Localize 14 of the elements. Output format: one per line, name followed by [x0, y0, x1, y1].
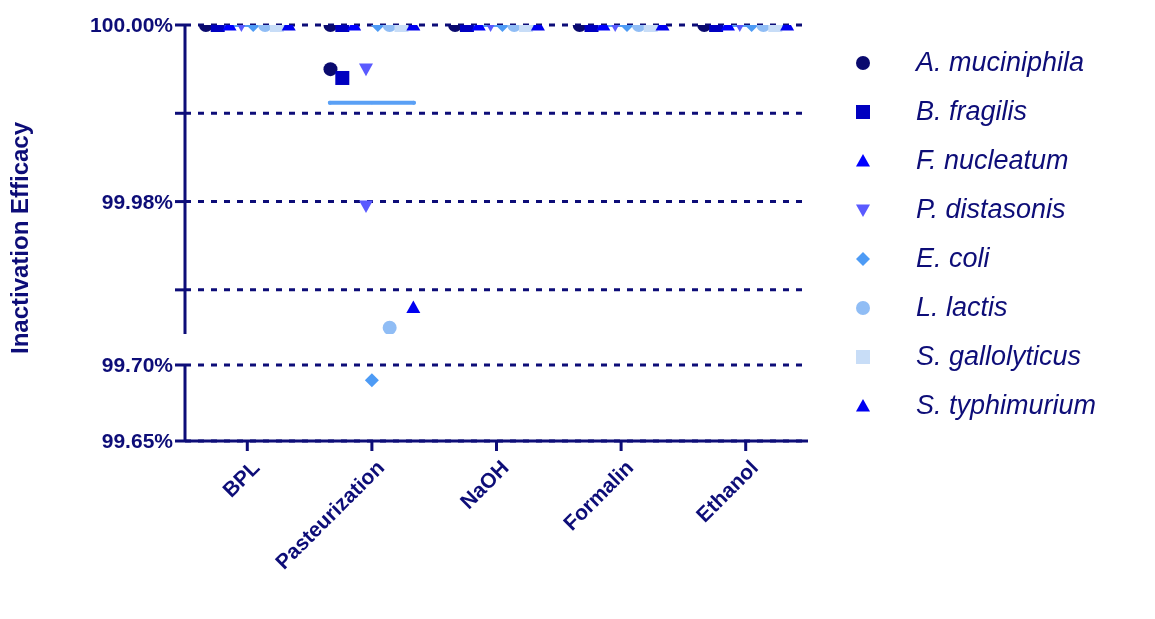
legend-label: A. muciniphila [916, 47, 1085, 78]
legend-label: P. distasonis [916, 194, 1066, 225]
legend-label: E. coli [916, 243, 990, 274]
legend-label: S. typhimurium [916, 390, 1097, 421]
y-tick-label: 99.70% [101, 353, 174, 377]
y-tick-label: 100.00% [90, 13, 174, 37]
y-tick-label: 99.98% [101, 190, 174, 214]
legend-label: L. lactis [916, 292, 1008, 323]
y-tick-label: 99.65% [101, 429, 174, 453]
legend-label: S. gallolyticus [916, 341, 1082, 372]
legend-label: B. fragilis [916, 96, 1028, 127]
y-axis-title: Inactivation Efficacy [6, 121, 34, 355]
x-tick-label: BPL [217, 455, 264, 502]
legend-label: F. nucleatum [916, 145, 1069, 176]
